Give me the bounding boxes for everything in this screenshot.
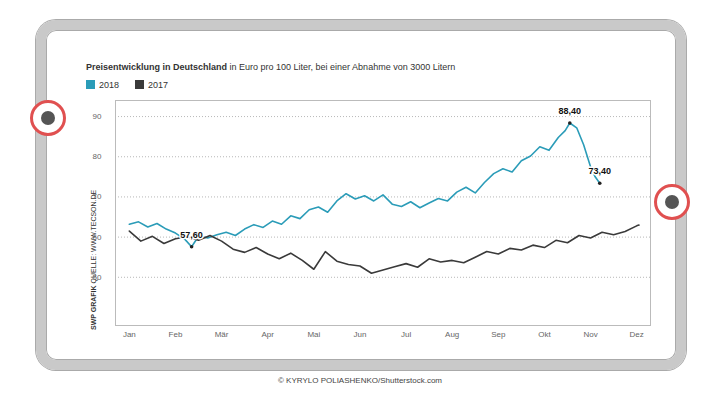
svg-text:Okt: Okt [538,330,551,339]
svg-text:Nov: Nov [583,330,597,339]
svg-text:Apr: Apr [261,330,274,339]
svg-text:Mai: Mai [307,330,320,339]
svg-text:90: 90 [93,112,102,121]
svg-text:Jan: Jan [123,330,136,339]
svg-text:Feb: Feb [169,330,183,339]
svg-text:80: 80 [93,152,102,161]
svg-text:73,40: 73,40 [589,166,612,176]
svg-text:Aug: Aug [445,330,459,339]
svg-text:88,40: 88,40 [559,106,582,116]
svg-text:Jul: Jul [401,330,411,339]
svg-text:57,60: 57,60 [180,230,203,240]
svg-text:Dez: Dez [630,330,644,339]
svg-text:70: 70 [93,192,102,201]
svg-text:Sep: Sep [491,330,506,339]
svg-text:Jun: Jun [353,330,366,339]
svg-text:Mär: Mär [215,330,229,339]
svg-text:50: 50 [93,273,102,282]
svg-text:60: 60 [93,233,102,242]
